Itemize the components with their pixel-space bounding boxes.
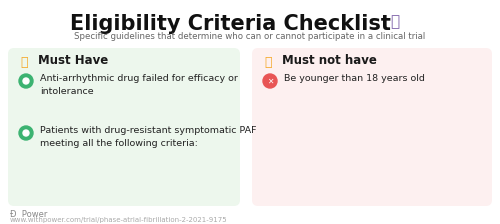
Text: Ð  Power: Ð Power: [10, 210, 48, 219]
Circle shape: [19, 74, 33, 88]
Text: Must not have: Must not have: [282, 54, 377, 67]
Text: 👎: 👎: [264, 56, 272, 69]
FancyBboxPatch shape: [252, 48, 492, 206]
Text: Specific guidelines that determine who can or cannot participate in a clinical t: Specific guidelines that determine who c…: [74, 32, 426, 41]
Text: Eligibility Criteria Checklist: Eligibility Criteria Checklist: [70, 14, 390, 34]
Text: Patients with drug-resistant symptomatic PAF
meeting all the following criteria:: Patients with drug-resistant symptomatic…: [40, 126, 256, 147]
Text: www.withpower.com/trial/phase-atrial-fibrillation-2-2021-9175: www.withpower.com/trial/phase-atrial-fib…: [10, 217, 228, 223]
Text: Anti-arrhythmic drug failed for efficacy or
intolerance: Anti-arrhythmic drug failed for efficacy…: [40, 74, 238, 95]
Text: Must Have: Must Have: [38, 54, 108, 67]
Circle shape: [19, 126, 33, 140]
Text: 👍: 👍: [20, 56, 28, 69]
Circle shape: [23, 130, 29, 136]
Text: Be younger than 18 years old: Be younger than 18 years old: [284, 74, 425, 83]
Circle shape: [263, 74, 277, 88]
Text: ✕: ✕: [267, 77, 273, 86]
Circle shape: [23, 78, 29, 84]
FancyBboxPatch shape: [8, 48, 240, 206]
Text: 📋: 📋: [390, 14, 399, 29]
